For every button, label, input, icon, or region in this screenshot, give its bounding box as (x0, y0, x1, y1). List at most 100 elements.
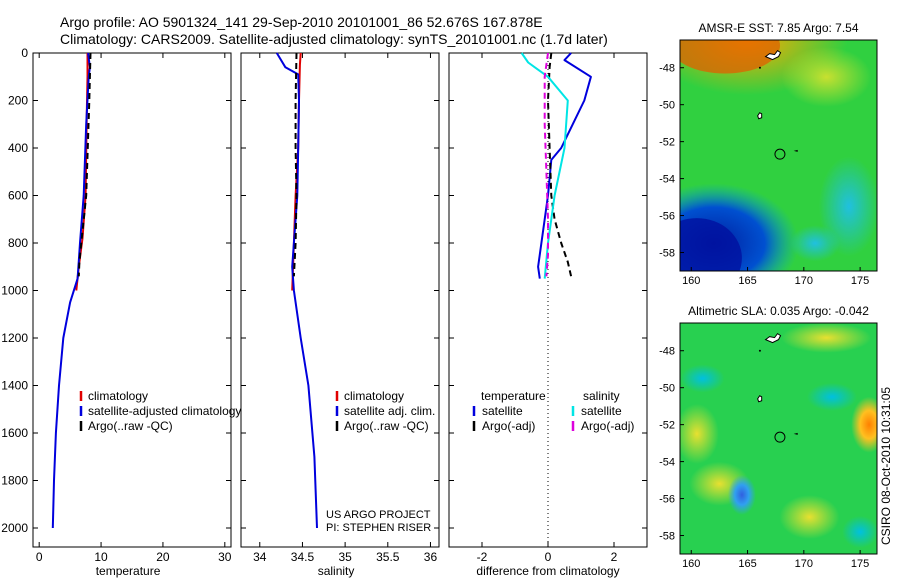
map-title: AMSR-E SST: 7.85 Argo: 7.54 (698, 21, 858, 35)
x-tick-label: 34 (253, 550, 267, 564)
island-shape (757, 395, 763, 403)
plot-frame (448, 52, 648, 548)
credit-pi: PI: STEPHEN RISER (326, 522, 431, 534)
legend-group-label: temperature (481, 389, 546, 403)
x-tick-label: 30 (218, 550, 232, 564)
x-tick-label: -2 (477, 550, 488, 564)
y-tick-label: -54 (659, 457, 675, 469)
legend-label: satellite adj. clim. (344, 404, 435, 418)
y-tick-label: -56 (659, 494, 675, 506)
profile-location-marker (774, 431, 786, 443)
y-tick-label: -56 (659, 211, 675, 223)
series-line-3 (77, 52, 92, 277)
map-frame (679, 322, 878, 555)
y-tick-label: 400 (8, 141, 28, 155)
island-shape (793, 432, 798, 435)
island-shape (758, 66, 761, 69)
anomaly-blob (680, 403, 719, 464)
profile-chart-2: 34 34.5 35 35.5 36 salinity climatologysatelli… (240, 52, 440, 578)
x-tick-label: 160 (682, 558, 700, 570)
x-tick-label: 175 (851, 558, 869, 570)
x-tick-label: 20 (156, 550, 170, 564)
y-tick-label: 1400 (1, 379, 28, 393)
legend-label: Argo(..raw -QC) (344, 419, 429, 433)
island-shape (764, 332, 782, 344)
y-tick-label: 1800 (1, 474, 28, 488)
anomaly-blob (779, 495, 840, 540)
island-shape (793, 149, 798, 152)
map-field (680, 323, 877, 554)
y-tick-label: -54 (659, 174, 675, 186)
map-panel-2: Altimetric SLA: 0.035 Argo: -0.042 160 165… (659, 304, 878, 570)
legend-label: climatology (344, 389, 404, 403)
warm-core (680, 40, 781, 74)
plot-frame (240, 52, 440, 548)
series-line-4 (543, 52, 549, 277)
plot-frame (32, 52, 232, 548)
legend-label: satellite (482, 404, 523, 418)
anomaly-blob (806, 382, 857, 411)
island-shape (758, 349, 761, 352)
map-plots: AMSR-E SST: 7.85 Argo: 7.54 160 165 170 175 -… (659, 21, 878, 570)
legend-group-label: salinity (583, 389, 620, 403)
timestamp-stamp: CSIRO 08-Oct-2010 10:31:05 (879, 387, 893, 545)
series-line-3 (520, 52, 569, 279)
y-tick-label: -52 (659, 137, 675, 149)
x-tick-label: 35 (338, 550, 352, 564)
map-field (680, 40, 877, 271)
legend-label: satellite (581, 404, 622, 418)
map-title: Altimetric SLA: 0.035 Argo: -0.042 (688, 304, 869, 318)
y-tick-label: 1200 (1, 331, 28, 345)
x-axis-label: temperature (96, 564, 161, 578)
credit-project: US ARGO PROJECT (326, 509, 431, 521)
legend-label: Argo(-adj) (581, 419, 634, 433)
x-tick-label: 160 (682, 275, 700, 287)
map-panel-1: AMSR-E SST: 7.85 Argo: 7.54 160 165 170 175 -… (659, 21, 878, 287)
x-tick-label: 170 (795, 275, 813, 287)
anomaly-blob (680, 364, 725, 393)
y-tick-label: -48 (659, 63, 675, 75)
y-tick-label: 600 (8, 189, 28, 203)
x-tick-label: 165 (738, 275, 756, 287)
y-tick-label: 2000 (1, 521, 28, 535)
x-tick-label: 35.5 (376, 550, 400, 564)
legend-label: Argo(-adj) (482, 419, 535, 433)
x-axis-label: difference from climatology (476, 564, 619, 578)
y-tick-label: -50 (659, 100, 675, 112)
y-tick-label: 200 (8, 94, 28, 108)
x-tick-label: 2 (611, 550, 618, 564)
legend-label: satellite-adjusted climatology (88, 404, 241, 418)
island-shape (757, 112, 763, 120)
header-line-1: Argo profile: AO 5901324_141 29-Sep-2010… (60, 14, 543, 30)
x-axis-label: salinity (318, 564, 355, 578)
x-tick-label: 165 (738, 558, 756, 570)
y-tick-label: -52 (659, 420, 675, 432)
island-shape (764, 49, 782, 61)
profile-chart-1: 0 10 20 30 0 200 400 600 800 1000 1200 1400 1600 1800… (1, 46, 241, 578)
y-tick-label: 1000 (1, 284, 28, 298)
y-tick-label: 0 (21, 46, 28, 60)
y-tick-label: -50 (659, 383, 675, 395)
x-tick-label: 10 (94, 550, 108, 564)
legend-label: climatology (88, 389, 148, 403)
legend: temperature salinitysatelliteArgo(-adj)sa… (472, 389, 634, 433)
series-line-2 (51, 52, 91, 529)
anomaly-blob (781, 323, 872, 353)
mild-region (781, 46, 872, 107)
series-line-1 (537, 52, 592, 279)
x-tick-label: 170 (795, 558, 813, 570)
y-tick-label: -48 (659, 346, 675, 358)
cool-region (790, 225, 841, 262)
series-line-3 (292, 52, 298, 277)
profile-plots: 0 10 20 30020040060080010001200140016001800… (1, 46, 648, 578)
y-tick-label: -58 (659, 531, 675, 543)
x-tick-label: 36 (424, 550, 438, 564)
map-frame (679, 39, 878, 272)
series-line-2 (275, 52, 318, 529)
header-line-2: Climatology: CARS2009. Satellite-adjuste… (60, 31, 608, 47)
x-tick-label: 0 (545, 550, 552, 564)
